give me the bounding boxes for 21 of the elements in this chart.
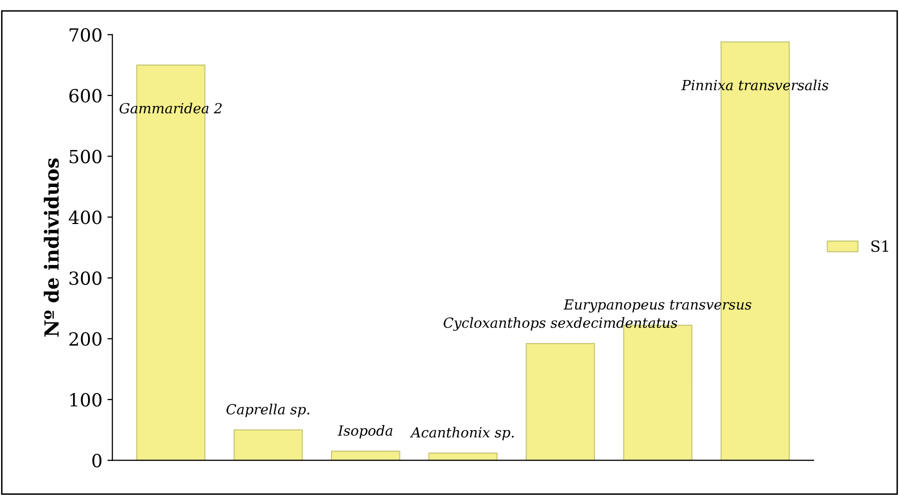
y-tick-label: 400 bbox=[68, 210, 102, 224]
y-tick-label: 500 bbox=[70, 150, 102, 164]
y-tick-label: 700 bbox=[70, 28, 102, 42]
y-tick-label: 0 bbox=[92, 454, 102, 468]
legend-label: S1 bbox=[871, 240, 888, 252]
x-tick-label: Isopoda bbox=[338, 425, 392, 438]
bar bbox=[526, 343, 596, 460]
x-tick-label: Eurypanopeus transversus bbox=[563, 299, 752, 313]
x-tick-label: Pinnixa transversalis bbox=[681, 80, 828, 90]
y-tick-label: 600 bbox=[69, 88, 102, 103]
y-tick-label: 200 bbox=[69, 332, 102, 346]
x-tick-label: Acanthonix sp. bbox=[410, 426, 514, 440]
y-tick-label: 100 bbox=[70, 392, 102, 407]
x-tick-label: Caprella sp. bbox=[226, 404, 310, 418]
x-tick-label: Cycloxanthops sexdecimdentatus bbox=[444, 317, 678, 331]
x-tick-label: Gammaridea 2 bbox=[120, 102, 222, 114]
bar bbox=[330, 450, 400, 460]
y-tick-label: 300 bbox=[70, 271, 102, 286]
bar bbox=[234, 429, 303, 460]
bar bbox=[428, 452, 498, 460]
y-axis-title: Nº de individuos bbox=[44, 158, 59, 337]
